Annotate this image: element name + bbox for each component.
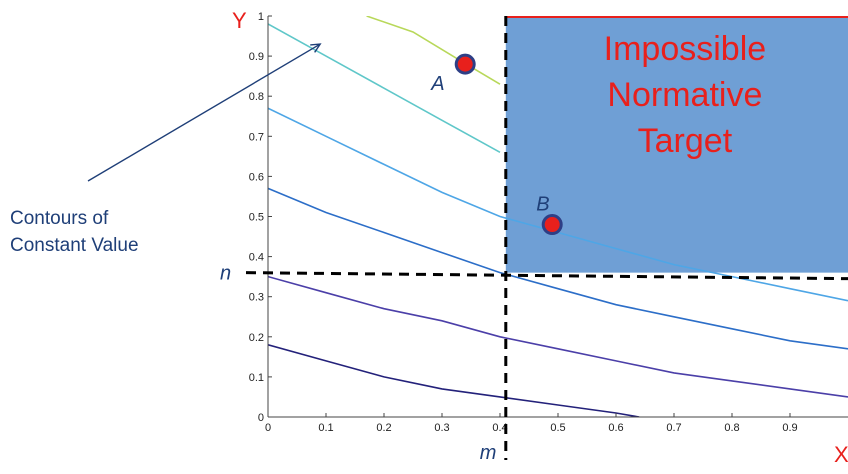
annotation-arrow-head: [310, 43, 322, 53]
y-tick-label: 0.3: [249, 292, 264, 304]
y-tick-label: 0.2: [249, 332, 264, 344]
region-label-line-3: Target: [638, 122, 733, 160]
x-tick-label: 0.8: [724, 422, 739, 434]
labeled-points: AB: [430, 53, 563, 236]
y-tick-label: 0.9: [249, 51, 264, 63]
y-tick-label: 1: [258, 11, 264, 23]
contour-line-2: [268, 275, 848, 398]
annotation-line-2: Constant Value: [10, 235, 139, 256]
x-tick-label: 0.4: [492, 422, 507, 434]
x-tick-label: 0.6: [608, 422, 623, 434]
contour-line-3: [268, 187, 848, 350]
y-tick-label: 0.1: [249, 372, 264, 384]
annotation-line-1: Contours of: [10, 208, 109, 229]
x-tick-label: 0.1: [318, 422, 333, 434]
contour-line-6: [366, 16, 501, 85]
x-tick-label: 0.5: [550, 422, 565, 434]
point-b-marker: [541, 214, 563, 236]
region-label-line-2: Normative: [607, 76, 762, 114]
point-b-label: B: [536, 194, 549, 216]
axis-ticks: 0 0.1 0.2 0.3 0.4 0.5 0.6 0.7 0.8 0.9 0 0.1 0.2 0.3 0.…: [249, 11, 798, 434]
x-tick-label: 0.2: [376, 422, 391, 434]
x-tick-label: 0.3: [434, 422, 449, 434]
x-tick-label: 0: [265, 422, 271, 434]
point-a-label: A: [430, 73, 444, 95]
y-tick-label: 0.8: [249, 91, 264, 103]
contour-lines: [268, 16, 848, 417]
y-tick-label: 0.6: [249, 171, 264, 183]
threshold-n-label: n: [220, 263, 231, 285]
threshold-m-label: m: [480, 442, 497, 464]
y-tick-label: 0: [258, 412, 264, 424]
x-tick-label: 0.9: [782, 422, 797, 434]
point-a-marker: [454, 53, 476, 75]
contour-line-1: [268, 344, 640, 417]
contour-line-5: [268, 23, 501, 154]
y-tick-label: 0.5: [249, 212, 264, 224]
y-tick-label: 0.4: [249, 252, 264, 264]
x-tick-label: 0.7: [666, 422, 681, 434]
threshold-n-line: [245, 271, 848, 281]
x-axis-label: X: [834, 442, 848, 467]
y-axis-label: Y: [232, 8, 247, 33]
region-label-line-1: Impossible: [604, 30, 767, 68]
y-tick-label: 0.7: [249, 131, 264, 143]
annotation-arrow-line: [87, 43, 321, 182]
impossible-target-region: [505, 16, 848, 273]
